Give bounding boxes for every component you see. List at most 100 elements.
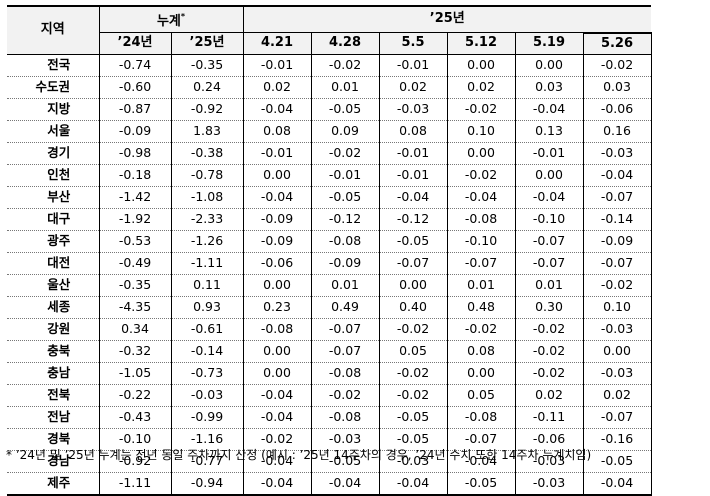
- value-cell: 0.08: [378, 120, 447, 143]
- value-cell: -0.98: [99, 142, 171, 165]
- value-cell: -0.02: [582, 54, 652, 77]
- table-row: 충북 -0.32 -0.14 0.00 -0.07 0.05 0.08 -0.02 0.00: [7, 340, 652, 363]
- value-cell: -0.06: [242, 252, 311, 275]
- value-cell: -0.03: [170, 384, 243, 407]
- cumulative-footnote-mark: *: [180, 12, 186, 21]
- region-cell: 전남: [7, 406, 100, 429]
- value-cell: -2.33: [170, 208, 243, 231]
- value-cell: -0.12: [378, 208, 447, 231]
- value-cell: -0.60: [99, 76, 171, 99]
- region-cell: 대구: [7, 208, 100, 231]
- value-cell: 0.13: [514, 120, 583, 143]
- value-cell: 0.00: [514, 54, 583, 77]
- region-cell: 인천: [7, 164, 100, 187]
- value-cell: 0.00: [446, 142, 515, 165]
- value-cell: -0.04: [310, 472, 379, 496]
- table-row: 경남 -0.92 -0.77 -0.04 -0.05 -0.03 -0.04 -0.03 -0.…: [7, 450, 652, 473]
- value-cell: -0.07: [582, 252, 652, 275]
- value-cell: -0.04: [378, 186, 447, 209]
- value-cell: 0.10: [582, 296, 652, 319]
- value-cell: -0.08: [446, 406, 515, 429]
- value-cell: -0.14: [170, 340, 243, 363]
- value-cell: 0.00: [446, 54, 515, 77]
- value-cell: -0.07: [310, 340, 379, 363]
- value-cell: -0.12: [310, 208, 379, 231]
- table-row: 지방 -0.87 -0.92 -0.04 -0.05 -0.03 -0.02 -0.04 -0.…: [7, 98, 652, 121]
- value-cell: -0.87: [99, 98, 171, 121]
- value-cell: -0.03: [310, 428, 379, 451]
- table-row: 수도권 -0.60 0.24 0.02 0.01 0.02 0.02 0.03 0.03: [7, 76, 652, 99]
- value-cell: -0.02: [514, 340, 583, 363]
- value-cell: -0.02: [310, 142, 379, 165]
- value-cell: -0.18: [99, 164, 171, 187]
- value-cell: 0.01: [310, 76, 379, 99]
- value-cell: -0.01: [310, 164, 379, 187]
- value-cell: -0.38: [170, 142, 243, 165]
- table-header: 지역 누계* ’25년 ’24년 ’25년 4.21 4.28 5.5 5.12 5.19 5…: [7, 6, 652, 54]
- value-cell: -0.02: [582, 274, 652, 297]
- value-cell: -1.16: [170, 428, 243, 451]
- value-cell: -0.05: [446, 472, 515, 496]
- table-row: 대구 -1.92 -2.33 -0.09 -0.12 -0.12 -0.08 -0.10 -0.…: [7, 208, 652, 231]
- table-row: 충남 -1.05 -0.73 0.00 -0.08 -0.02 0.00 -0.02 -0.03: [7, 362, 652, 385]
- year-header-2024: ’24년: [99, 32, 171, 54]
- value-cell: -0.01: [242, 142, 311, 165]
- table-row: 서울 -0.09 1.83 0.08 0.09 0.08 0.10 0.13 0.16: [7, 120, 652, 143]
- value-cell: 0.00: [378, 274, 447, 297]
- value-cell: -0.01: [378, 54, 447, 77]
- value-cell: -0.05: [310, 98, 379, 121]
- value-cell: -0.16: [582, 428, 652, 451]
- value-cell: 0.00: [514, 164, 583, 187]
- value-cell: 0.05: [446, 384, 515, 407]
- region-cell: 경북: [7, 428, 100, 451]
- region-cell: 서울: [7, 120, 100, 143]
- value-cell: 1.83: [170, 120, 243, 143]
- value-cell: -0.05: [378, 406, 447, 429]
- value-cell: 0.02: [446, 76, 515, 99]
- value-cell: -0.09: [242, 208, 311, 231]
- value-cell: 0.11: [170, 274, 243, 297]
- value-cell: -1.92: [99, 208, 171, 231]
- value-cell: -0.77: [170, 450, 243, 473]
- table-row: 전남 -0.43 -0.99 -0.04 -0.08 -0.05 -0.08 -0.11 -0.…: [7, 406, 652, 429]
- value-cell: -0.07: [446, 252, 515, 275]
- value-cell: -0.09: [582, 230, 652, 253]
- region-header: 지역: [7, 6, 100, 54]
- value-cell: 0.09: [310, 120, 379, 143]
- value-cell: -0.02: [514, 318, 583, 341]
- value-cell: -0.07: [514, 252, 583, 275]
- value-cell: -0.92: [170, 98, 243, 121]
- date-header-4-28: 4.28: [310, 32, 379, 54]
- region-cell: 울산: [7, 274, 100, 297]
- value-cell: 0.40: [378, 296, 447, 319]
- year-header-2025: ’25년: [170, 32, 243, 54]
- table-row: 대전 -0.49 -1.11 -0.06 -0.09 -0.07 -0.07 -0.07 -0.…: [7, 252, 652, 275]
- value-cell: -0.05: [310, 450, 379, 473]
- value-cell: 0.08: [242, 120, 311, 143]
- value-cell: -0.08: [242, 318, 311, 341]
- footnote: * ’24년 및 ’25년 누계는 전년 동일 주차까지 산정 (예시 : ’2…: [6, 448, 592, 462]
- value-cell: -0.02: [514, 362, 583, 385]
- table-row: 인천 -0.18 -0.78 0.00 -0.01 -0.01 -0.02 0.00 -0.04: [7, 164, 652, 187]
- value-cell: -0.02: [378, 318, 447, 341]
- value-cell: -0.53: [99, 230, 171, 253]
- value-cell: -0.02: [446, 318, 515, 341]
- value-cell: -1.42: [99, 186, 171, 209]
- value-cell: 0.48: [446, 296, 515, 319]
- value-cell: 0.00: [242, 274, 311, 297]
- region-cell: 전북: [7, 384, 100, 407]
- value-cell: -0.07: [582, 406, 652, 429]
- value-cell: -0.10: [514, 208, 583, 231]
- value-cell: -1.08: [170, 186, 243, 209]
- value-cell: -0.08: [310, 406, 379, 429]
- value-cell: 0.00: [242, 340, 311, 363]
- value-cell: -0.03: [582, 362, 652, 385]
- value-cell: -0.04: [242, 186, 311, 209]
- value-cell: 0.24: [170, 76, 243, 99]
- value-cell: 0.01: [310, 274, 379, 297]
- value-cell: -0.01: [242, 54, 311, 77]
- value-cell: -0.35: [170, 54, 243, 77]
- value-cell: -0.04: [514, 186, 583, 209]
- value-cell: -0.04: [242, 384, 311, 407]
- value-cell: 0.05: [378, 340, 447, 363]
